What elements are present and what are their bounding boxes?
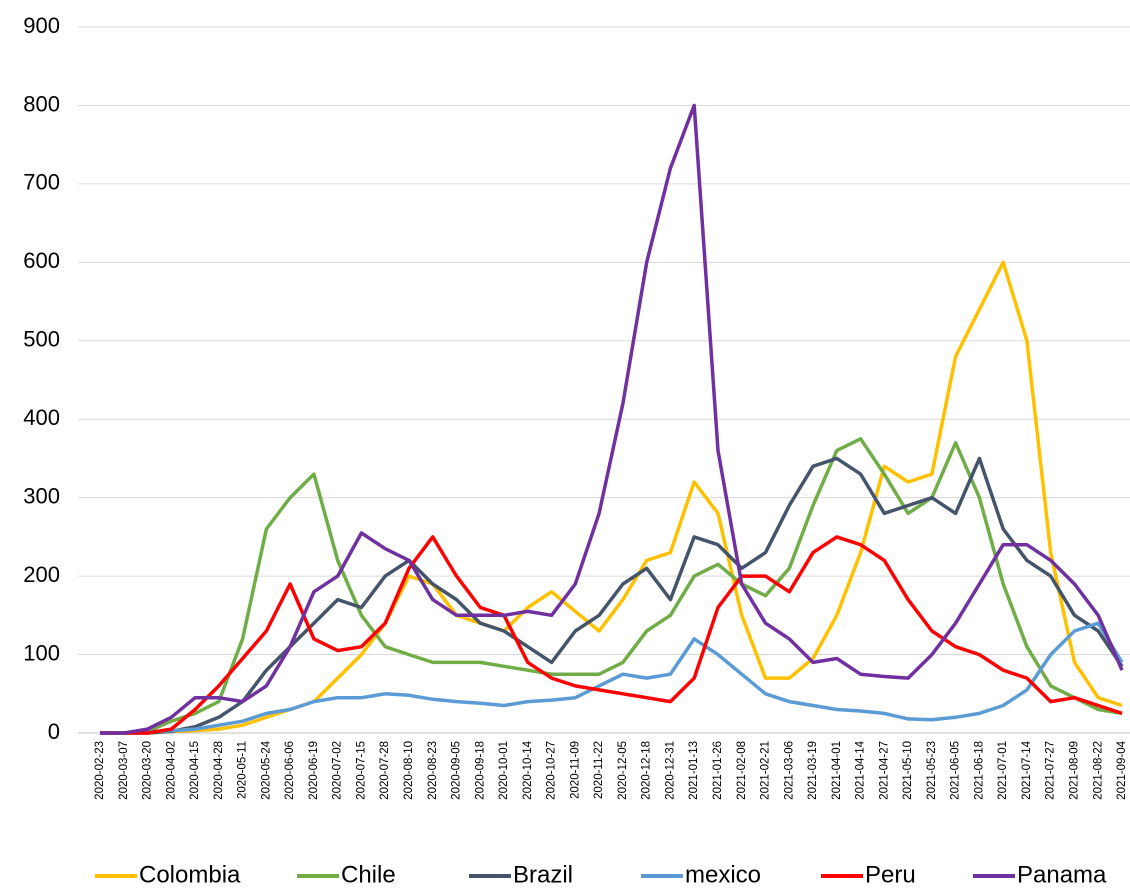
x-tick-label: 2021-05-23 [926,741,938,800]
x-tick-label: 2021-01-26 [712,741,724,800]
x-tick-label: 2020-06-06 [284,741,296,800]
y-tick-label: 700 [23,170,60,195]
x-tick-label: 2020-06-19 [308,741,320,800]
x-tick-label: 2021-06-05 [950,741,962,800]
x-tick-label: 2021-05-10 [902,741,914,800]
x-tick-label: 2021-09-04 [1116,740,1128,799]
x-tick-label: 2020-04-28 [213,741,225,800]
x-tick-label: 2020-07-15 [355,741,367,800]
x-tick-label: 2021-08-09 [1068,741,1080,800]
x-tick-label: 2021-01-13 [688,741,700,800]
x-tick-label: 2020-12-05 [617,741,629,800]
x-tick-label: 2021-07-14 [1021,740,1033,799]
legend-label: mexico [685,861,761,888]
legend-label: Peru [865,861,916,888]
x-tick-label: 2021-07-01 [997,741,1009,800]
x-tick-label: 2020-04-02 [165,741,177,800]
y-tick-label: 900 [23,13,60,38]
x-tick-label: 2020-03-20 [142,741,154,800]
x-tick-label: 2020-07-02 [332,741,344,800]
x-tick-label: 2020-08-23 [427,741,439,800]
legend-label: Brazil [513,861,573,888]
x-tick-label: 2020-08-10 [403,741,415,800]
x-tick-label: 2021-07-27 [1045,741,1057,800]
y-tick-label: 800 [23,91,60,116]
x-tick-label: 2020-03-07 [118,741,130,800]
x-tick-label: 2021-03-06 [783,741,795,800]
x-tick-label: 2021-02-21 [760,741,772,800]
series-line [100,535,1123,735]
x-tick-label: 2020-05-24 [260,740,272,799]
x-tick-label: 2020-10-27 [546,741,558,800]
x-tick-label: 2020-11-22 [593,741,605,799]
x-tick-label: 2020-02-23 [94,741,106,800]
x-tick-label: 2020-09-05 [451,741,463,800]
x-tick-label: 2020-07-28 [379,741,391,800]
legend-label: Panama [1017,861,1107,888]
legend-label: Colombia [139,861,241,888]
x-tick-label: 2021-04-27 [878,741,890,800]
x-tick-label: 2020-12-31 [664,741,676,800]
series-line [100,456,1124,735]
y-tick-label: 300 [23,483,60,508]
y-tick-label: 0 [48,719,60,744]
y-tick-label: 100 [23,640,60,665]
series-line [100,621,1124,735]
x-tick-label: 2020-12-18 [641,741,653,800]
series-line [100,260,1123,735]
x-tick-label: 2020-11-09 [569,741,581,799]
x-tick-label: 2020-05-11 [237,741,249,799]
x-tick-label: 2021-03-19 [807,741,819,800]
y-tick-label: 400 [23,405,60,430]
x-tick-label: 2020-10-14 [522,740,534,799]
y-tick-label: 500 [23,327,60,352]
x-tick-label: 2021-06-18 [973,741,985,800]
y-tick-label: 600 [23,248,60,273]
x-tick-label: 2020-09-18 [474,741,486,800]
y-tick-label: 200 [23,562,60,587]
x-tick-label: 2020-10-01 [498,741,510,800]
series-line [100,103,1124,735]
x-tick-label: 2021-04-01 [831,741,843,800]
x-tick-label: 2020-04-15 [189,741,201,800]
series-line [100,437,1123,735]
legend-label: Chile [341,861,396,888]
x-tick-label: 2021-04-14 [855,740,867,799]
x-tick-label: 2021-08-22 [1092,741,1104,800]
x-tick-label: 2021-02-08 [736,741,748,800]
